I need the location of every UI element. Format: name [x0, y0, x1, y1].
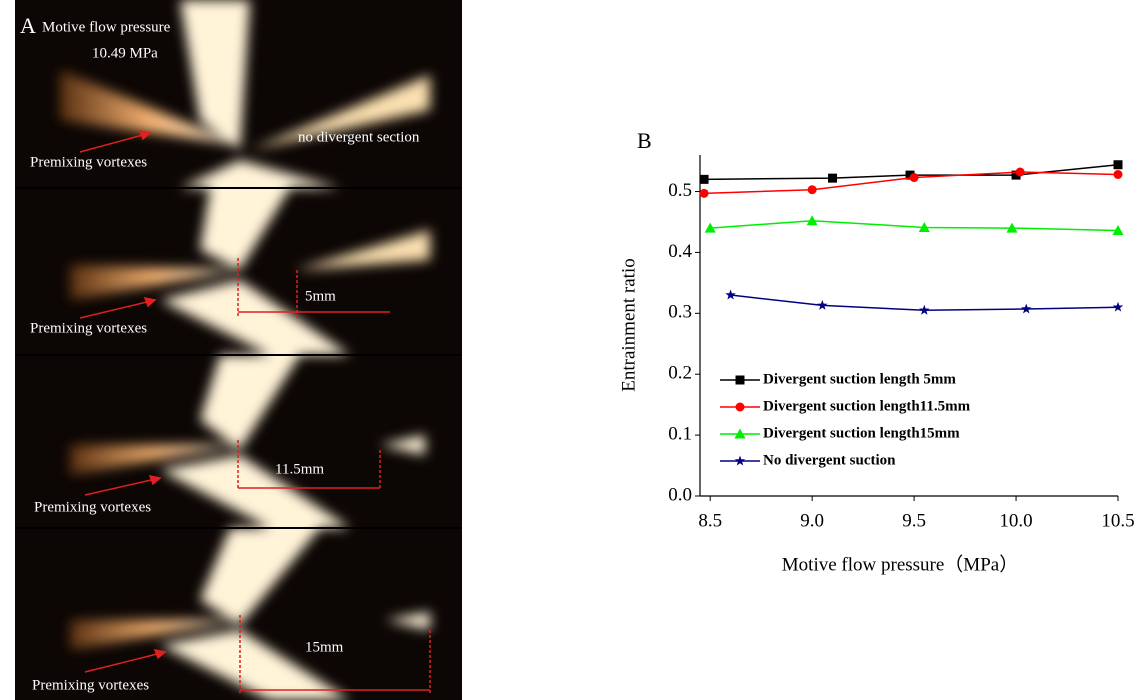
legend-marker — [735, 375, 745, 385]
chart-title: B — [637, 128, 652, 153]
series-line — [710, 220, 1119, 232]
y-tick-label: 0.2 — [668, 363, 692, 384]
x-axis-label: Motive flow pressure（MPa） — [782, 553, 1018, 575]
marker — [699, 174, 709, 184]
legend-label: Divergent suction length15mm — [763, 425, 960, 441]
marker — [1112, 301, 1124, 312]
marker — [905, 170, 915, 180]
marker — [918, 221, 930, 232]
pressure-value: 10.49 MPa — [92, 45, 158, 61]
x-tick-label: 8.5 — [698, 510, 722, 531]
y-tick-label: 0.3 — [668, 302, 692, 323]
length-label: 11.5mm — [275, 461, 324, 477]
marker — [919, 304, 930, 315]
legend-label: No divergent suction — [763, 452, 896, 468]
legend-label: Divergent suction length 5mm — [763, 371, 956, 387]
x-tick-label: 9.5 — [902, 510, 926, 531]
length-label: 5mm — [305, 288, 336, 304]
panel-label: A — [20, 13, 36, 38]
no-divergent-label: no divergent section — [298, 129, 420, 145]
marker — [704, 222, 716, 233]
x-tick-label: 10.0 — [999, 510, 1032, 531]
y-tick-label: 0.1 — [668, 423, 692, 444]
marker — [1113, 169, 1123, 179]
y-axis-label: Entrainment ratio — [618, 258, 639, 391]
marker — [1112, 225, 1124, 236]
marker — [1015, 167, 1025, 177]
marker — [807, 185, 817, 195]
marker — [725, 289, 736, 300]
legend-marker — [734, 455, 746, 466]
marker — [1021, 303, 1032, 314]
y-tick-label: 0.5 — [668, 180, 692, 201]
y-tick-label: 0.0 — [668, 484, 692, 505]
vortex-label: Premixing vortexes — [30, 320, 147, 336]
legend-label: Divergent suction length11.5mm — [763, 398, 971, 414]
photo-panel: A Motive flow pressure 10.49 MPa no dive… — [15, 0, 462, 700]
marker — [828, 173, 838, 183]
vortex-label: Premixing vortexes — [30, 154, 147, 170]
chart: B Motive flow pressure（MPa） Entrainment … — [618, 128, 1134, 575]
marker — [909, 173, 919, 183]
x-tick-label: 10.5 — [1101, 510, 1134, 531]
marker — [806, 215, 818, 226]
marker — [1113, 160, 1123, 170]
legend-marker — [735, 402, 745, 412]
marker — [1006, 222, 1018, 233]
legend-marker — [734, 428, 746, 439]
vortex-label: Premixing vortexes — [34, 499, 151, 515]
marker — [817, 299, 828, 310]
x-tick-label: 9.0 — [800, 510, 824, 531]
length-label: 15mm — [305, 639, 344, 655]
marker — [1011, 170, 1021, 180]
y-tick-label: 0.4 — [668, 241, 692, 262]
pressure-label: Motive flow pressure — [42, 19, 171, 35]
marker — [699, 188, 709, 198]
vortex-label: Premixing vortexes — [32, 677, 149, 693]
